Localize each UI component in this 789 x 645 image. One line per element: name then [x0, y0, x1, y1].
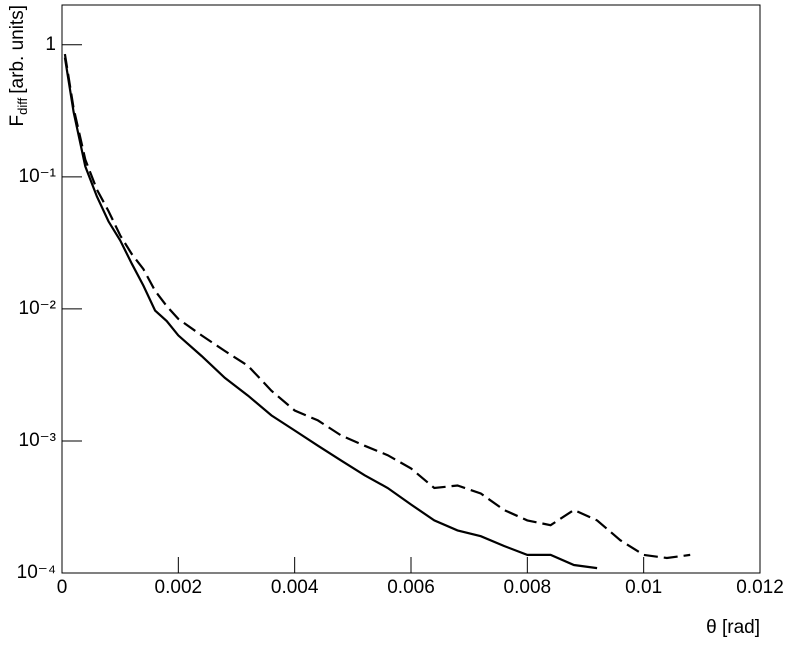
line-series — [63, 57, 598, 570]
x-tick-label: 0.004 — [271, 577, 319, 598]
x-tick-label: 0.012 — [736, 577, 784, 598]
y-tick-label: 1 — [45, 34, 56, 55]
x-tick-label: 0.006 — [387, 577, 435, 598]
y-tick-label: 10⁻³ — [19, 430, 57, 451]
x-axis-label: θ [rad] — [706, 617, 760, 638]
y-axis-label: Fdiff [arb. units] — [7, 5, 30, 126]
y-tick-label: 10⁻¹ — [19, 166, 57, 187]
y-label-sub: diff — [15, 97, 30, 114]
y-tick-label: 10⁻⁴ — [17, 562, 56, 583]
x-tick-label: 0.002 — [155, 577, 203, 598]
x-tick-label: 0 — [57, 577, 68, 598]
y-tick-label: 10⁻² — [19, 298, 57, 319]
y-label-main: F — [7, 115, 28, 127]
line-series — [63, 53, 691, 560]
y-label-unit: [arb. units] — [7, 5, 28, 94]
x-tick-label: 0.01 — [625, 577, 662, 598]
plot-frame — [61, 4, 761, 574]
x-tick-label: 0.008 — [504, 577, 552, 598]
